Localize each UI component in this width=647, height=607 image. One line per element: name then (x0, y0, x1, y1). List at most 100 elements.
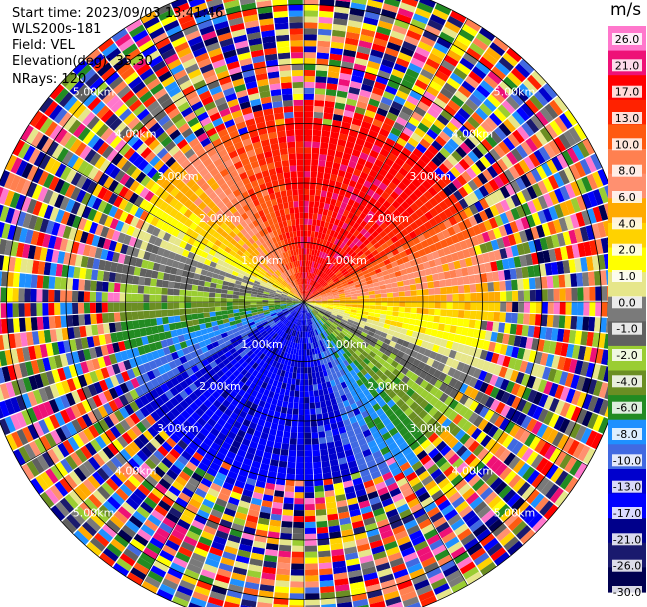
velocity-gate (203, 312, 210, 318)
velocity-gate (333, 18, 348, 26)
velocity-gate (452, 302, 459, 310)
velocity-gate (256, 302, 263, 305)
velocity-gate (131, 293, 138, 302)
velocity-gate (331, 119, 342, 128)
velocity-gate (317, 425, 325, 433)
velocity-gate (402, 40, 417, 52)
velocity-gate (533, 149, 546, 165)
velocity-gate (290, 426, 298, 433)
velocity-gate (298, 403, 304, 410)
velocity-gate (452, 293, 459, 302)
velocity-gate (196, 296, 203, 302)
velocity-gate (463, 310, 471, 319)
velocity-gate (333, 300, 340, 302)
velocity-gate (339, 302, 346, 304)
velocity-gate (415, 208, 424, 218)
velocity-gate (448, 215, 458, 226)
velocity-gate (443, 82, 457, 95)
velocity-gate (307, 278, 311, 285)
velocity-gate (534, 314, 542, 326)
velocity-gate (227, 309, 234, 315)
velocity-gate (458, 302, 465, 310)
velocity-gate (311, 438, 319, 445)
velocity-gate (143, 310, 151, 319)
velocity-gate (348, 269, 356, 275)
velocity-gate (304, 69, 316, 77)
velocity-gate (454, 90, 468, 103)
velocity-gate (325, 240, 331, 248)
velocity-gate (438, 130, 451, 143)
velocity-gate (422, 261, 431, 270)
velocity-gate (427, 19, 444, 31)
velocity-gate (324, 260, 330, 267)
velocity-gate (410, 57, 425, 69)
velocity-gate (338, 188, 347, 197)
velocity-gate (380, 310, 387, 315)
velocity-gate (351, 118, 363, 127)
velocity-gate (327, 271, 334, 277)
velocity-gate (357, 304, 364, 308)
velocity-gate (341, 121, 351, 130)
velocity-gate (307, 236, 311, 243)
velocity-gate (344, 171, 353, 180)
velocity-gate (24, 303, 31, 317)
velocity-gate (313, 261, 317, 268)
velocity-gate (409, 284, 417, 291)
velocity-gate (331, 287, 338, 292)
velocity-gate (318, 550, 331, 558)
velocity-gate (581, 193, 593, 209)
velocity-gate (523, 302, 531, 313)
velocity-gate (553, 172, 565, 188)
velocity-gate (601, 286, 608, 301)
velocity-gate (275, 484, 285, 492)
velocity-gate (394, 270, 402, 277)
velocity-gate (431, 234, 440, 244)
velocity-gate (167, 295, 174, 302)
velocity-gate (480, 273, 488, 283)
velocity-gate (531, 70, 547, 86)
velocity-gate (320, 220, 326, 228)
velocity-gate (559, 113, 573, 130)
velocity-gate (533, 264, 541, 277)
velocity-gate (150, 318, 158, 327)
velocity-gate (474, 274, 482, 284)
velocity-gate (101, 302, 108, 313)
velocity-gate (378, 261, 386, 268)
velocity-gate (462, 52, 478, 66)
velocity-gate (305, 551, 318, 558)
velocity-gate (453, 67, 468, 80)
velocity-gate (314, 282, 319, 289)
velocity-gate (342, 237, 350, 245)
velocity-gate (563, 130, 577, 147)
velocity-gate (306, 254, 309, 261)
velocity-gate (304, 260, 306, 267)
velocity-gate (442, 246, 451, 256)
velocity-gate (332, 113, 343, 122)
velocity-gate (292, 545, 304, 552)
velocity-gate (600, 237, 610, 254)
velocity-gate (389, 74, 403, 85)
velocity-gate (304, 64, 316, 71)
velocity-gate (321, 300, 328, 302)
velocity-gate (173, 302, 180, 309)
velocity-gate (309, 201, 315, 208)
velocity-gate (352, 222, 360, 230)
velocity-gate (549, 99, 564, 116)
velocity-gate (363, 223, 372, 231)
velocity-gate (313, 290, 319, 295)
velocity-gate (286, 473, 295, 481)
velocity-gate (598, 204, 609, 221)
velocity-gate (475, 61, 491, 75)
velocity-gate (488, 292, 495, 302)
velocity-gate (498, 225, 508, 237)
velocity-gate (374, 158, 384, 168)
velocity-gate (511, 312, 518, 324)
velocity-gate (347, 211, 355, 220)
velocity-gate (304, 171, 311, 178)
velocity-gate (419, 204, 429, 215)
velocity-gate (306, 248, 310, 255)
velocity-gate (565, 302, 572, 315)
velocity-gate (365, 276, 372, 282)
velocity-gate (379, 284, 387, 290)
velocity-gate (496, 237, 505, 249)
